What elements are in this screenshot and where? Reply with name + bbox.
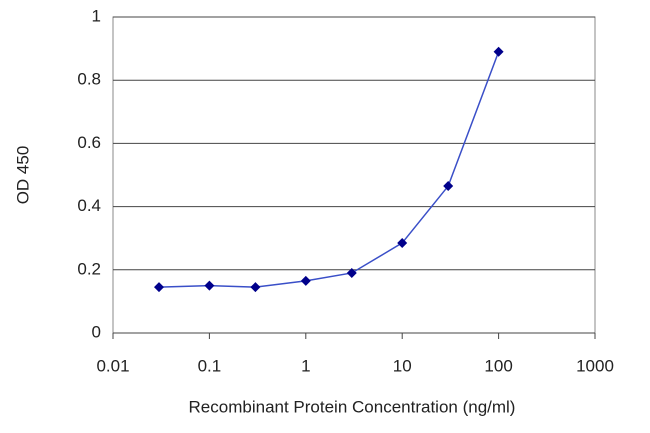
y-tick-label: 0.2 <box>77 259 101 278</box>
marker <box>204 280 215 291</box>
data-line <box>158 51 500 288</box>
x-tick-label: 10 <box>393 356 412 375</box>
marker <box>153 282 164 293</box>
plot-area <box>112 16 596 334</box>
marker <box>493 46 504 57</box>
y-tick-label: 0.4 <box>77 196 101 215</box>
x-tick-label: 100 <box>484 356 512 375</box>
x-tick-label: 0.01 <box>96 356 129 375</box>
marker <box>443 181 454 192</box>
marker <box>300 275 311 286</box>
x-axis-label: Recombinant Protein Concentration (ng/ml… <box>189 397 516 416</box>
y-tick-label: 0.6 <box>77 133 101 152</box>
y-axis-label: OD 450 <box>13 146 32 205</box>
y-tick-label: 1 <box>92 6 101 25</box>
x-tick-label: 0.1 <box>198 356 222 375</box>
marker <box>346 267 357 278</box>
marker <box>397 237 408 248</box>
x-tick-label: 1000 <box>576 356 614 375</box>
y-tick-label: 0 <box>92 322 101 341</box>
x-tick-label: 1 <box>301 356 310 375</box>
marker <box>250 282 261 293</box>
y-tick-label: 0.8 <box>77 70 101 89</box>
